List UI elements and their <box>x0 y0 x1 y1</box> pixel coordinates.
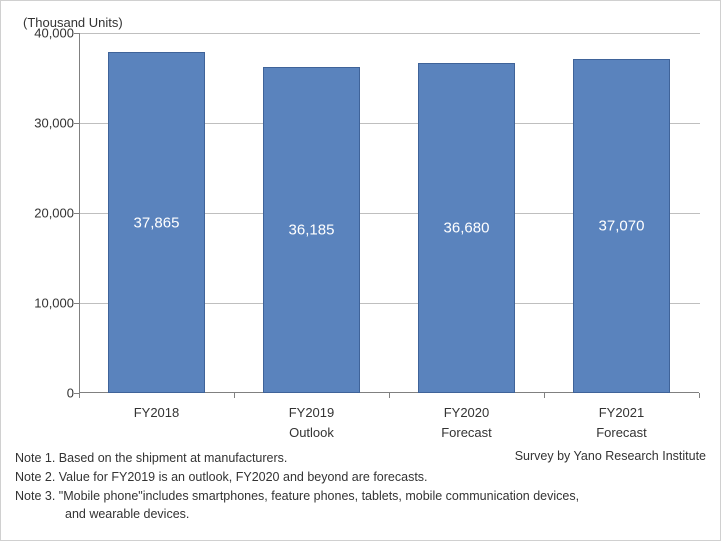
footnotes: Note 1. Based on the shipment at manufac… <box>15 449 579 524</box>
x-tick-mark <box>389 393 390 398</box>
bar-value-label: 37,865 <box>109 214 203 231</box>
y-tick-mark <box>74 213 79 214</box>
x-axis-label: FY2021Forecast <box>544 403 699 442</box>
note-3-line-1: Note 3. "Mobile phone"includes smartphon… <box>15 487 579 506</box>
bar: 37,070 <box>573 59 669 393</box>
x-tick-mark <box>699 393 700 398</box>
x-tick-mark <box>234 393 235 398</box>
x-axis-label: FY2019Outlook <box>234 403 389 442</box>
bar: 37,865 <box>108 52 204 393</box>
note-3-line-2: and wearable devices. <box>15 505 579 524</box>
y-tick-mark <box>74 123 79 124</box>
y-tick-label: 40,000 <box>14 26 74 41</box>
note-2: Note 2. Value for FY2019 is an outlook, … <box>15 468 579 487</box>
x-axis-label: FY2018 <box>79 403 234 442</box>
bar: 36,185 <box>263 67 359 393</box>
bar: 36,680 <box>418 63 514 393</box>
y-tick-mark <box>74 33 79 34</box>
bar-value-label: 36,680 <box>419 219 513 236</box>
y-tick-label: 10,000 <box>14 296 74 311</box>
y-tick-label: 20,000 <box>14 206 74 221</box>
note-1: Note 1. Based on the shipment at manufac… <box>15 449 579 468</box>
gridline <box>80 33 700 34</box>
y-tick-mark <box>74 303 79 304</box>
x-tick-mark <box>79 393 80 398</box>
y-tick-label: 0 <box>14 386 74 401</box>
bar-value-label: 37,070 <box>574 218 668 235</box>
x-tick-mark <box>544 393 545 398</box>
y-tick-label: 30,000 <box>14 116 74 131</box>
x-axis-label: FY2020Forecast <box>389 403 544 442</box>
bar-value-label: 36,185 <box>264 222 358 239</box>
survey-attribution: Survey by Yano Research Institute <box>515 449 706 463</box>
chart-container: (Thousand Units) 010,00020,00030,00040,0… <box>1 1 721 433</box>
